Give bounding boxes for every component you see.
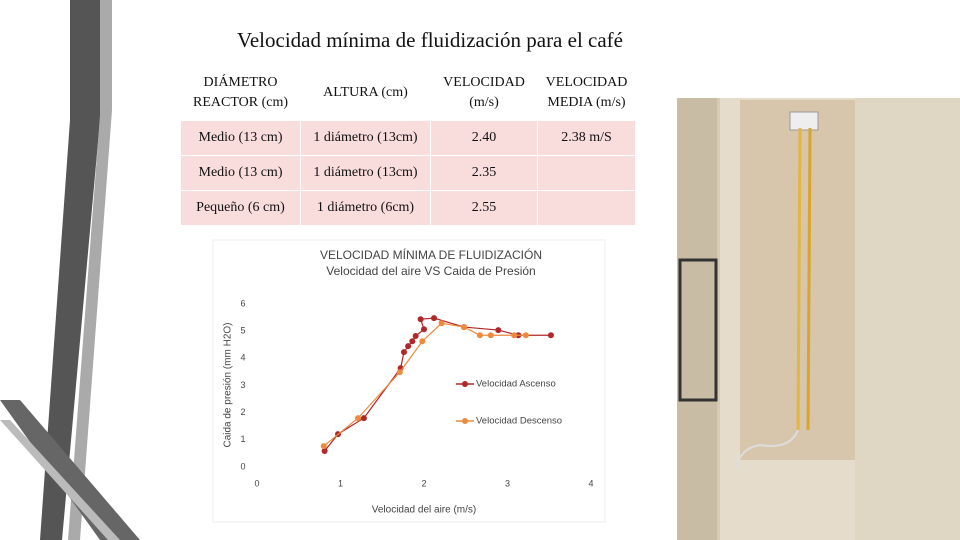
data-point bbox=[419, 338, 426, 345]
data-point bbox=[396, 369, 403, 376]
y-tick-label: 3 bbox=[240, 380, 245, 390]
data-point bbox=[522, 332, 529, 339]
legend-marker bbox=[462, 418, 468, 424]
table-cell bbox=[537, 155, 636, 191]
data-point bbox=[461, 324, 468, 331]
photo bbox=[677, 98, 960, 540]
table-cell bbox=[537, 190, 636, 226]
x-axis-label: Velocidad del aire (m/s) bbox=[372, 505, 477, 516]
data-table: DIÁMETRO REACTOR (cm) ALTURA (cm) VELOCIDA… bbox=[180, 65, 636, 226]
legend-marker bbox=[462, 381, 468, 387]
table-cell: 1 diámetro (6cm) bbox=[300, 190, 431, 226]
x-tick-label: 2 bbox=[421, 478, 426, 488]
data-point bbox=[360, 415, 367, 422]
legend-label: Velocidad Ascenso bbox=[476, 379, 556, 390]
data-point bbox=[409, 338, 416, 345]
chart-frame bbox=[212, 239, 606, 523]
x-tick-label: 1 bbox=[338, 478, 343, 488]
table-cell: 2.55 bbox=[430, 190, 538, 226]
y-tick-label: 0 bbox=[240, 461, 245, 471]
table-cell: 2.38 m/S bbox=[537, 120, 636, 156]
data-point bbox=[405, 343, 412, 350]
data-point bbox=[431, 315, 438, 322]
header-cell: VELOCIDAD (m/s) bbox=[430, 65, 538, 121]
chart-title: VELOCIDAD MÍNIMA DE FLUIDIZACIÓN bbox=[320, 247, 542, 262]
y-tick-label: 4 bbox=[240, 353, 245, 363]
data-point bbox=[495, 327, 502, 334]
data-point bbox=[412, 333, 419, 340]
table-row: Pequeño (6 cm) 1 diámetro (6cm) 2.55 bbox=[180, 190, 636, 226]
stripe bbox=[0, 400, 140, 540]
stripe bbox=[68, 0, 112, 540]
header-cell: DIÁMETRO REACTOR (cm) bbox=[180, 65, 301, 121]
x-tick-label: 3 bbox=[505, 478, 510, 488]
chart-subtitle: Velocidad del aire VS Caida de Presión bbox=[326, 264, 535, 278]
data-point bbox=[320, 443, 327, 450]
header-cell: ALTURA (cm) bbox=[300, 65, 431, 121]
table-cell: Medio (13 cm) bbox=[180, 155, 301, 191]
data-point bbox=[421, 326, 427, 333]
header-cell: VELOCIDAD MEDIA (m/s) bbox=[537, 65, 636, 121]
table-cell: 2.35 bbox=[430, 155, 538, 191]
slide-title: Velocidad mínima de fluidización para el… bbox=[237, 28, 623, 52]
data-point bbox=[417, 316, 424, 323]
y-axis-label: Caida de presión (mm H2O) bbox=[223, 322, 234, 447]
series-line bbox=[323, 322, 526, 447]
data-point bbox=[547, 332, 554, 339]
data-point bbox=[355, 415, 362, 422]
data-point bbox=[400, 349, 407, 356]
data-point bbox=[511, 332, 518, 339]
stripe bbox=[0, 420, 120, 540]
data-point bbox=[438, 320, 445, 327]
data-point bbox=[321, 447, 328, 454]
data-point bbox=[487, 332, 494, 339]
legend-label: Velocidad Descenso bbox=[476, 416, 562, 427]
stripe bbox=[40, 0, 100, 540]
table-cell: 1 diámetro (13cm) bbox=[300, 155, 431, 191]
table-cell: 2.40 bbox=[430, 120, 538, 156]
table-cell: Medio (13 cm) bbox=[180, 120, 301, 156]
x-tick-label: 0 bbox=[254, 478, 259, 488]
y-tick-label: 2 bbox=[240, 407, 245, 417]
y-tick-label: 1 bbox=[240, 434, 245, 444]
table-row: Medio (13 cm) 1 diámetro (13cm) 2.35 bbox=[180, 155, 636, 191]
data-point bbox=[476, 332, 483, 339]
table-cell: Pequeño (6 cm) bbox=[180, 190, 301, 226]
y-tick-label: 5 bbox=[240, 326, 245, 336]
x-tick-label: 4 bbox=[588, 478, 593, 488]
y-tick-label: 6 bbox=[240, 298, 245, 308]
